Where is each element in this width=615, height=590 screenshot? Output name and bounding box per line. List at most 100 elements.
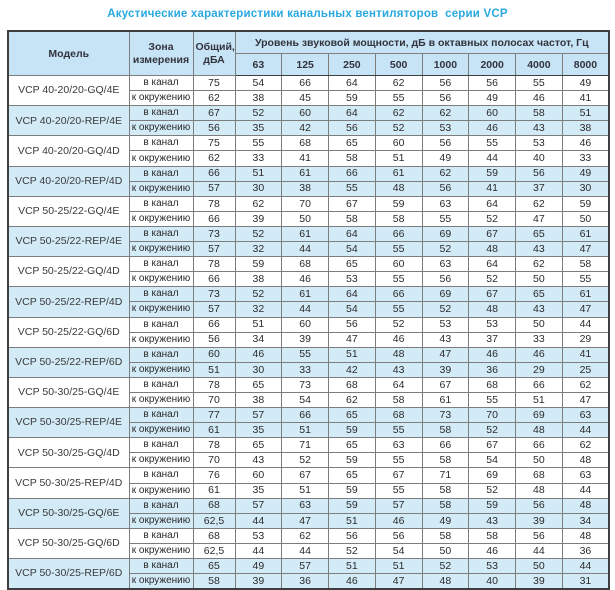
spl-value: 54 <box>234 74 283 92</box>
spl-value: 53 <box>328 271 376 288</box>
spl-value: 65 <box>328 467 376 484</box>
spl-value: 41 <box>468 180 516 197</box>
spl-value: 55 <box>468 135 516 152</box>
model-name: VCP 50-25/22-GQ/4D <box>7 256 130 288</box>
table-row: к окружению 57 32 44 54 55 52 48 43 47 <box>8 241 610 258</box>
spl-value: 56 <box>328 527 376 544</box>
spl-value: 55 <box>374 422 423 439</box>
total-dba-value: 73 <box>192 286 236 303</box>
total-dba-value: 78 <box>192 256 236 273</box>
total-dba-value: 66 <box>192 316 236 333</box>
total-dba-value: 61 <box>192 422 236 439</box>
spl-value: 73 <box>421 407 470 424</box>
spl-value: 52 <box>421 557 470 575</box>
spl-value: 62 <box>515 256 563 273</box>
zone-label: в канал <box>128 467 194 484</box>
spl-value: 46 <box>374 331 423 348</box>
spl-value: 55 <box>374 90 423 107</box>
table-row: VCP 50-30/25-REP/6D в канал 65 49 57 51 51 52 53… <box>7 557 610 590</box>
spl-value: 44 <box>561 482 610 499</box>
total-dba-value: 75 <box>192 74 236 92</box>
spl-value: 69 <box>421 225 470 243</box>
spl-value: 58 <box>328 210 376 227</box>
zone-label: в канал <box>128 286 194 303</box>
spl-value: 37 <box>468 331 516 348</box>
spl-value: 71 <box>421 467 470 484</box>
total-dba-value: 78 <box>192 437 236 454</box>
spl-value: 65 <box>234 376 283 393</box>
column-header-total-dba: Общий, дБА <box>192 30 236 76</box>
spl-value: 64 <box>328 105 376 122</box>
table-row: VCP 40-20/20-GQ/4E в канал 75 54 66 64 62 56 56 5… <box>7 74 610 107</box>
zone-label: к окружению <box>128 180 194 197</box>
zone-label: в канал <box>128 346 194 363</box>
spl-value: 51 <box>234 165 283 182</box>
spl-value: 38 <box>234 271 283 288</box>
spl-value: 48 <box>515 482 563 499</box>
total-dba-value: 78 <box>192 376 236 393</box>
zone-label: в канал <box>128 256 194 273</box>
table-row: VCP 50-25/22-REP/6D в канал 60 46 55 51 48 47 46… <box>7 346 610 378</box>
model-name: VCP 40-20/20-GQ/4E <box>7 74 130 107</box>
spl-value: 30 <box>234 180 283 197</box>
total-dba-value: 68 <box>192 527 236 544</box>
table-row: к окружению 62,5 44 44 52 54 50 46 44 36 <box>8 542 610 560</box>
spl-value: 69 <box>421 286 470 303</box>
total-dba-value: 57 <box>192 301 236 318</box>
spl-value: 59 <box>328 497 376 514</box>
spl-value: 60 <box>374 256 423 273</box>
spl-value: 52 <box>234 225 283 243</box>
spl-value: 33 <box>234 150 283 167</box>
table-row: к окружению 62,5 44 47 51 46 49 43 39 34 <box>8 512 610 529</box>
spl-value: 60 <box>281 316 329 333</box>
table-row: к окружению 62 33 41 58 51 49 44 40 33 <box>8 150 610 167</box>
spl-value: 32 <box>234 241 283 258</box>
spl-value: 65 <box>328 135 376 152</box>
model-name: VCP 50-30/25-GQ/4D <box>7 437 130 469</box>
table-row: к окружению 56 35 42 56 52 53 46 43 38 <box>8 120 610 137</box>
spl-value: 43 <box>515 301 563 318</box>
table-row: VCP 50-25/22-GQ/4E в канал 78 62 70 67 59 63 64 6… <box>7 195 610 227</box>
spl-value: 54 <box>374 542 423 560</box>
table-row: VCP 50-25/22-REP/4D в канал 73 52 61 64 66 69 67… <box>7 286 610 318</box>
spl-value: 42 <box>328 361 376 378</box>
spl-value: 62 <box>421 105 470 122</box>
spl-value: 56 <box>374 527 423 544</box>
spl-value: 65 <box>328 256 376 273</box>
zone-label: к окружению <box>128 210 194 227</box>
column-header-model: Модель <box>7 30 130 76</box>
spl-value: 43 <box>515 241 563 258</box>
spl-value: 61 <box>281 165 329 182</box>
spl-value: 69 <box>515 407 563 424</box>
zone-label: в канал <box>128 557 194 575</box>
spl-value: 58 <box>561 256 610 273</box>
spl-value: 48 <box>421 573 470 590</box>
spl-value: 67 <box>468 225 516 243</box>
spl-value: 66 <box>515 437 563 454</box>
spl-value: 68 <box>281 256 329 273</box>
spl-value: 67 <box>468 286 516 303</box>
spl-value: 46 <box>328 573 376 590</box>
spl-value: 63 <box>561 407 610 424</box>
spl-value: 46 <box>468 542 516 560</box>
zone-label: к окружению <box>128 271 194 288</box>
model-name: VCP 50-25/22-REP/4D <box>7 286 130 318</box>
total-dba-value: 78 <box>192 195 236 212</box>
spl-value: 68 <box>468 376 516 393</box>
model-name: VCP 50-25/22-REP/4E <box>7 225 130 258</box>
spl-value: 51 <box>374 150 423 167</box>
spl-value: 53 <box>468 316 516 333</box>
spl-value: 55 <box>515 74 563 92</box>
total-dba-value: 66 <box>192 165 236 182</box>
spl-value: 46 <box>561 135 610 152</box>
spl-value: 36 <box>468 361 516 378</box>
spl-value: 63 <box>421 256 470 273</box>
spl-value: 47 <box>374 573 423 590</box>
column-header-frequency: 4000 <box>515 53 563 76</box>
spl-value: 30 <box>561 180 610 197</box>
spl-value: 47 <box>328 331 376 348</box>
spl-value: 62 <box>281 527 329 544</box>
spl-value: 70 <box>468 407 516 424</box>
spl-value: 29 <box>515 361 563 378</box>
spl-value: 68 <box>328 376 376 393</box>
